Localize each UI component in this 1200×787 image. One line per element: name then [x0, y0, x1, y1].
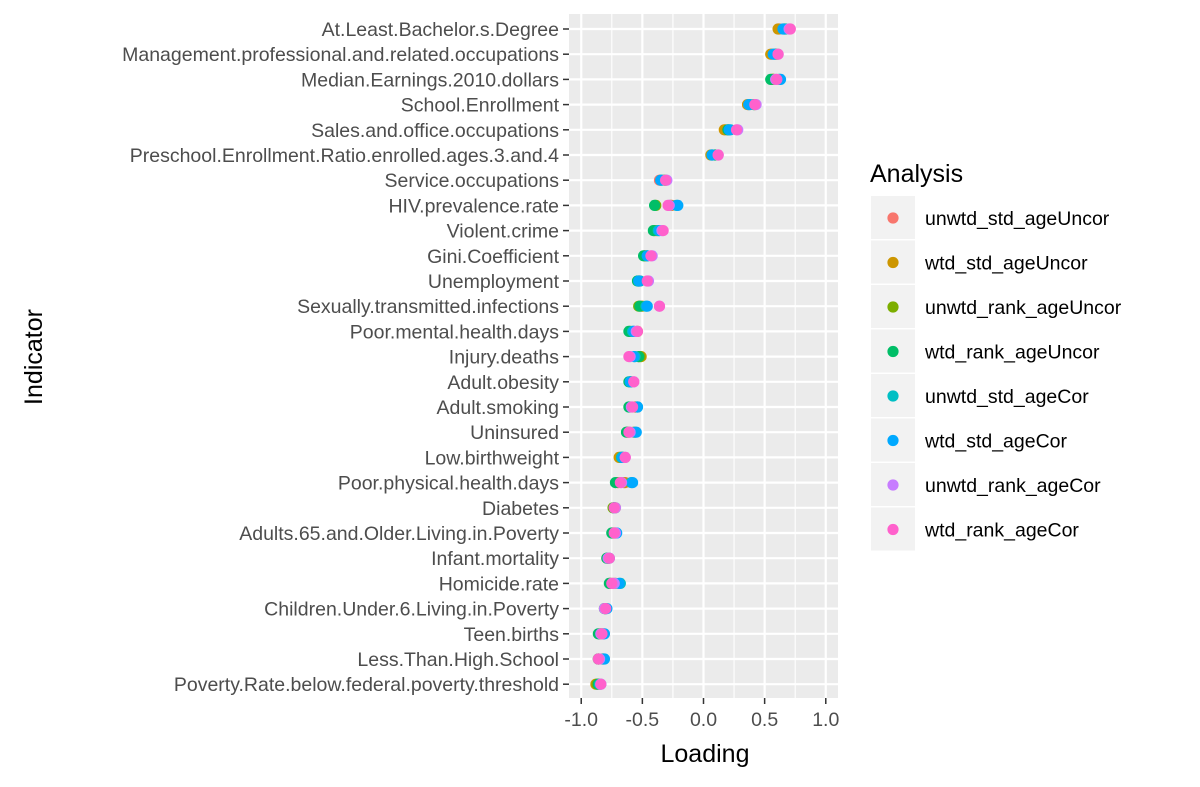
data-point — [631, 325, 644, 337]
legend-swatch — [887, 479, 899, 491]
legend: Analysis unwtd_std_ageUncor wtd_std_ageUn… — [870, 160, 1122, 551]
data-point — [648, 199, 661, 211]
data-point — [772, 48, 784, 60]
data-point — [784, 23, 796, 35]
data-point — [657, 225, 669, 237]
y-tick-label: Children.Under.6.Living.in.Poverty — [264, 599, 559, 621]
legend-swatch — [887, 434, 899, 447]
y-tick-label: Sales.and.office.occupations — [311, 120, 559, 142]
data-point — [623, 426, 635, 438]
data-point — [712, 149, 724, 161]
y-tick-label: Injury.deaths — [449, 347, 559, 369]
y-tick-label: Diabetes — [482, 498, 559, 520]
y-tick-label: Service.occupations — [384, 170, 559, 192]
legend-swatch — [887, 212, 899, 224]
legend-label: unwtd_rank_ageUncor — [925, 297, 1122, 319]
x-axis-title: Loading — [661, 740, 750, 768]
y-tick-label: Unemployment — [428, 271, 560, 293]
y-tick-label: Teen.births — [464, 624, 560, 646]
data-point — [660, 174, 672, 186]
y-tick-label: Median.Earnings.2010.dollars — [301, 69, 559, 91]
data-point — [606, 577, 618, 590]
data-point — [672, 199, 684, 211]
x-tick-label: 1.0 — [812, 709, 839, 731]
data-point — [608, 527, 620, 539]
y-tick-label: Poverty.Rate.below.federal.poverty.thres… — [174, 674, 559, 696]
y-tick-label: Adult.obesity — [447, 372, 559, 394]
legend-label: wtd_std_ageUncor — [924, 253, 1088, 275]
x-tick-label: 0.0 — [690, 709, 717, 731]
y-axis: At.Least.Bachelor.s.Degree Management.pro… — [122, 19, 569, 696]
legend-swatch — [887, 256, 899, 269]
data-point — [641, 275, 653, 287]
gridlines — [569, 14, 838, 698]
y-tick-label: HIV.prevalence.rate — [388, 195, 559, 217]
y-axis-title: Indicator — [20, 309, 48, 405]
data-point — [626, 401, 639, 413]
legend-title: Analysis — [870, 160, 963, 188]
data-point — [749, 99, 761, 111]
legend-swatch — [887, 345, 899, 358]
y-tick-label: Preschool.Enrollment.Ratio.enrolled.ages… — [130, 145, 559, 167]
y-tick-label: Sexually.transmitted.infections — [297, 296, 559, 318]
y-tick-label: Low.birthweight — [425, 447, 560, 469]
data-point — [603, 552, 615, 564]
data-point — [641, 300, 653, 312]
data-point — [623, 351, 635, 363]
data-point — [596, 628, 608, 640]
data-point — [626, 477, 639, 489]
data-point — [595, 678, 607, 690]
legend-label: wtd_rank_ageCor — [924, 520, 1079, 542]
legend-label: unwtd_std_ageCor — [925, 386, 1089, 408]
y-tick-label: Less.Than.High.School — [357, 649, 559, 671]
legend-label: wtd_std_ageCor — [924, 431, 1068, 453]
legend-label: wtd_rank_ageUncor — [924, 342, 1100, 364]
legend-swatch — [887, 301, 899, 313]
data-point — [662, 199, 674, 211]
data-point — [592, 653, 604, 665]
data-point — [645, 250, 657, 262]
legend-swatch — [887, 390, 899, 402]
x-tick-label: 0.5 — [751, 709, 778, 731]
data-point — [608, 502, 620, 514]
legend-label: unwtd_std_ageUncor — [925, 208, 1110, 230]
y-tick-label: Infant.mortality — [431, 548, 559, 570]
data-points — [590, 23, 796, 690]
y-tick-label: Management.professional.and.related.occu… — [122, 44, 559, 66]
y-tick-label: Poor.physical.health.days — [338, 473, 559, 495]
y-tick-label: Adults.65.and.Older.Living.in.Poverty — [239, 523, 559, 545]
data-point — [619, 451, 631, 463]
data-point — [771, 73, 783, 85]
y-tick-label: Poor.mental.health.days — [350, 321, 559, 343]
y-tick-label: At.Least.Bachelor.s.Degree — [322, 19, 559, 41]
legend-swatch — [887, 523, 899, 536]
y-tick-label: Adult.smoking — [437, 397, 559, 419]
data-point — [600, 603, 612, 615]
x-tick-label: -0.5 — [626, 709, 660, 731]
y-tick-label: Homicide.rate — [439, 573, 559, 595]
x-tick-label: -1.0 — [564, 709, 598, 731]
y-tick-label: Gini.Coefficient — [427, 246, 559, 268]
y-tick-label: Violent.crime — [447, 221, 559, 243]
y-tick-label: Uninsured — [470, 422, 559, 444]
data-point — [653, 300, 666, 312]
data-point — [614, 477, 626, 489]
data-point — [628, 376, 640, 388]
data-point — [633, 275, 645, 287]
y-tick-label: School.Enrollment — [401, 95, 560, 117]
data-point — [730, 124, 743, 136]
x-axis: -1.0 -0.5 0.0 0.5 1.0 — [564, 698, 839, 731]
legend-label: unwtd_rank_ageCor — [925, 475, 1101, 497]
